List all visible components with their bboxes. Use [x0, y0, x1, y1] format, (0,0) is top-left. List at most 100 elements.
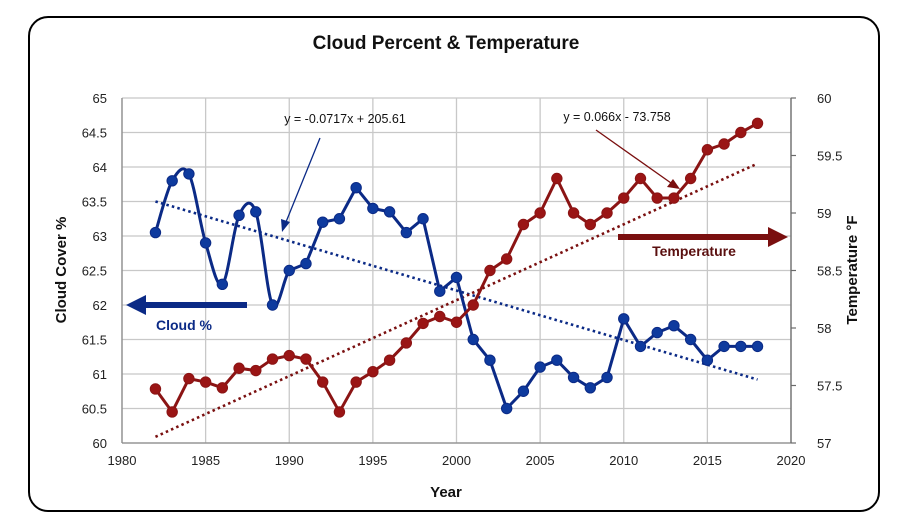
x-tick-labels: 1980 1985 1990 1995 2000 2005 2010 2015 2020 — [108, 453, 806, 468]
cloud-point — [500, 402, 513, 415]
cloud-point — [367, 202, 379, 215]
cloud-point — [166, 175, 178, 187]
cloud-point — [601, 371, 613, 384]
y-tick-label: 65 — [93, 91, 107, 106]
temperature-point — [417, 317, 429, 330]
temperature-point — [350, 376, 362, 388]
y2-tick-labels: 57 57.5 58 58.5 59 59.5 60 — [817, 91, 842, 451]
temperature-point — [668, 192, 680, 204]
temperature-point — [735, 126, 747, 139]
temperature-point — [283, 349, 295, 362]
temperature-point — [701, 144, 714, 156]
temperature-point — [333, 406, 346, 418]
cloud-point — [300, 257, 312, 270]
cloud-point — [350, 182, 362, 194]
cloud-arrow-head — [126, 295, 146, 315]
y2-tick-label: 60 — [817, 91, 831, 106]
cloud-label: Cloud % — [156, 317, 213, 333]
y-tick-label: 60.5 — [82, 402, 107, 417]
series-points — [149, 117, 764, 418]
cloud-point — [250, 206, 262, 218]
y-tick-label: 60 — [93, 436, 107, 451]
x-tick-label: 2015 — [693, 453, 722, 468]
x-tick-label: 1985 — [191, 453, 220, 468]
cloud-point — [668, 320, 680, 332]
temperature-point — [250, 364, 262, 377]
temperature-arrow-head — [768, 227, 788, 247]
cloud-point — [751, 340, 764, 353]
x-tick-label: 2005 — [526, 453, 555, 468]
temperature-point — [400, 337, 413, 349]
temperature-point — [567, 207, 580, 219]
cloud-point — [333, 213, 346, 225]
cloud-point — [718, 340, 730, 353]
y-tick-label: 64.5 — [82, 126, 107, 141]
y-axis-title: Cloud Cover % — [53, 217, 70, 324]
y-tick-label: 61.5 — [82, 333, 107, 348]
temperature-point — [618, 192, 630, 204]
cloud-point — [651, 326, 663, 339]
temperature-point — [467, 299, 479, 311]
temperature-point — [500, 253, 513, 265]
temperature-point — [367, 366, 379, 378]
y2-axis-title: Temperature °F — [844, 215, 861, 324]
cloud-equation-pointer — [285, 137, 321, 223]
y2-tick-label: 59.5 — [817, 149, 842, 164]
cloud-point — [400, 226, 413, 239]
cloud-trend-equation: y = -0.0717x + 205.61 — [284, 112, 406, 126]
chart-frame — [28, 16, 880, 512]
cloud-point — [517, 385, 530, 397]
axes — [121, 97, 796, 444]
cloud-point — [149, 226, 162, 239]
temperature-point — [534, 207, 546, 219]
cloud-point — [233, 209, 245, 222]
cloud-point — [317, 216, 329, 228]
cloud-point — [183, 168, 195, 180]
x-tick-label: 2000 — [442, 453, 471, 468]
temperature-point — [300, 353, 312, 365]
cloud-equation-pointer-head — [281, 219, 290, 232]
x-tick-label: 2010 — [609, 453, 638, 468]
temperature-point — [651, 192, 663, 204]
cloud-point — [551, 354, 563, 366]
cloud-point — [383, 206, 396, 218]
x-axis-title: Year — [430, 484, 462, 501]
temperature-point — [434, 310, 446, 323]
y2-tick-label: 57 — [817, 436, 831, 451]
y-tick-label: 63.5 — [82, 195, 107, 210]
temperature-point — [233, 362, 245, 374]
cloud-point — [534, 361, 546, 373]
temperature-point — [601, 207, 613, 219]
cloud-point — [484, 354, 496, 366]
chart-title: Cloud Percent & Temperature — [313, 33, 580, 54]
temperature-point — [718, 138, 730, 150]
cloud-point — [216, 278, 229, 290]
temperature-label: Temperature — [652, 243, 736, 259]
cloud-point — [450, 271, 463, 284]
y-tick-label: 64 — [93, 160, 107, 175]
temperature-point — [584, 218, 596, 231]
cloud-point — [417, 213, 429, 225]
temperature-point — [166, 406, 178, 418]
x-tick-label: 1980 — [108, 453, 137, 468]
temp-equation-pointer — [595, 129, 672, 184]
cloud-point — [467, 333, 479, 346]
temperature-point — [450, 316, 463, 328]
temperature-point — [684, 172, 697, 185]
cloud-point — [618, 313, 630, 325]
annotations — [126, 129, 788, 315]
temperature-point — [383, 354, 396, 366]
cloud-trendline — [155, 200, 758, 381]
y-tick-label: 61 — [93, 367, 107, 382]
temp-equation-pointer-head — [667, 179, 680, 189]
temperature-point — [317, 376, 329, 388]
trendlines — [154, 162, 759, 438]
temperature-point — [517, 218, 530, 231]
temperature-point — [484, 264, 496, 277]
temperature-point — [216, 382, 229, 394]
cloud-point — [684, 333, 697, 346]
y2-tick-label: 58.5 — [817, 264, 842, 279]
temp-trend-equation: y = 0.066x - 73.758 — [563, 110, 670, 124]
cloud-point — [701, 354, 714, 366]
